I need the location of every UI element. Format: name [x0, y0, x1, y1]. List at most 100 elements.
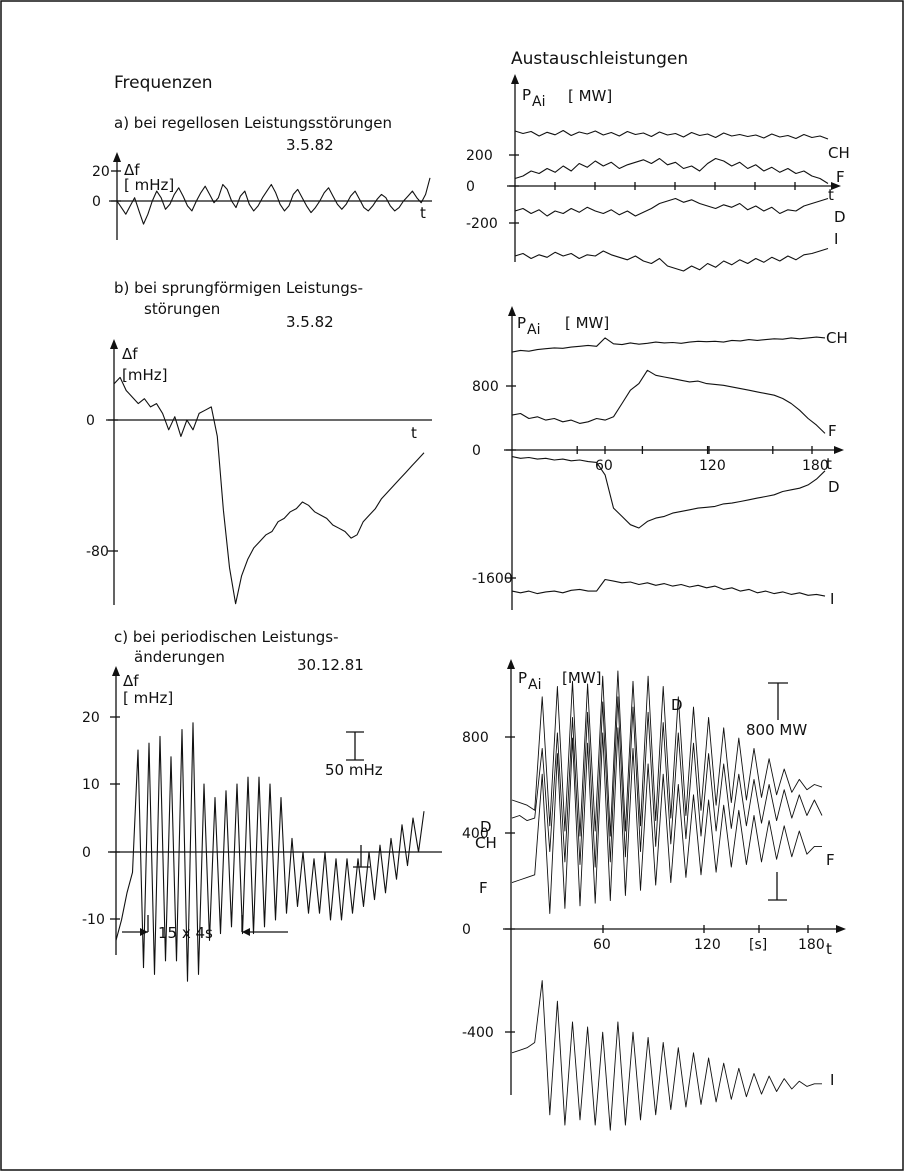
- y-axis-arrow: [511, 74, 519, 84]
- chart-c-frequency: Δf[ mHz] 20 10 0 -10: [82, 666, 442, 982]
- series-i-trace: [511, 578, 826, 597]
- section-c-label-line1: c) bei periodischen Leistungs-: [114, 628, 339, 646]
- y-axis-label: Δf: [124, 161, 140, 179]
- series-f-label: F: [836, 168, 845, 186]
- y-axis-arrow: [112, 666, 120, 676]
- series-d-trace: [511, 670, 823, 837]
- y-axis-arrow: [508, 306, 516, 316]
- x-axis-label: t: [826, 455, 832, 473]
- series-i-trace: [514, 247, 829, 272]
- y-axis-unit: [MW]: [562, 669, 601, 687]
- section-a-label: a) bei regellosen Leistungsstörungen: [114, 114, 392, 132]
- y-tick-label: -1600: [472, 571, 513, 587]
- series-f-label: F: [828, 422, 837, 440]
- x-tick-label: 180: [802, 458, 829, 474]
- y-axis-arrow: [113, 152, 121, 162]
- series-f-label: F: [826, 851, 835, 869]
- heading-exchange-power: Austauschleistungen: [511, 49, 688, 69]
- y-axis-unit: [ MW]: [565, 314, 609, 332]
- c-power-scale-label: 800 MW: [746, 721, 807, 739]
- frequency-trace: [113, 376, 425, 605]
- y-axis-arrow: [507, 659, 515, 669]
- section-b-date: 3.5.82: [286, 313, 334, 331]
- heading-frequencies: Frequenzen: [114, 73, 213, 93]
- x-tick-label: 60: [595, 458, 613, 474]
- series-ch-label: CH: [828, 144, 850, 162]
- c-freq-scale-marker: [346, 731, 364, 761]
- chart-a-frequency: Δf[ mHz] 20 0 t: [92, 152, 432, 240]
- y-tick-label: 10: [82, 777, 100, 793]
- y-axis-arrow: [110, 339, 118, 349]
- series-ch-label: CH: [475, 834, 497, 852]
- x-axis-label: t: [826, 940, 832, 958]
- series-f-start-label: F: [479, 879, 488, 897]
- y-tick-label: 0: [86, 413, 95, 429]
- series-d-label: D: [834, 208, 846, 226]
- x-tick-label: 120: [694, 937, 721, 953]
- y-axis-label-subscript: Ai: [532, 94, 545, 110]
- x-axis-label: t: [420, 204, 426, 222]
- series-i-label: I: [834, 230, 838, 248]
- y-tick-label: 0: [472, 443, 481, 459]
- series-f-trace: [511, 727, 822, 914]
- c-freq-scale-label: 50 mHz: [325, 761, 383, 779]
- x-axis-arrow: [831, 182, 841, 190]
- y-tick-label: -80: [86, 544, 109, 560]
- x-axis-label: t: [828, 186, 834, 204]
- c-power-scale-lower-marker: [768, 872, 787, 901]
- y-tick-label: -400: [462, 1025, 494, 1041]
- y-axis-label: Δf: [122, 345, 138, 363]
- section-b-label-line1: b) bei sprungförmigen Leistungs-: [114, 279, 363, 297]
- frequency-trace: [115, 722, 425, 982]
- section-c-label-line2: änderungen: [134, 648, 225, 666]
- x-axis-label: t: [411, 424, 417, 442]
- series-f-trace: [511, 369, 826, 434]
- y-tick-label: 0: [92, 194, 101, 210]
- chart-b-frequency: Δf [mHz] 0 -80 t: [86, 339, 432, 605]
- x-tick-label: 60: [593, 937, 611, 953]
- y-tick-label: 0: [462, 922, 471, 938]
- y-axis-label: P: [517, 314, 526, 332]
- y-axis-label: P: [518, 669, 527, 687]
- y-tick-label: 0: [466, 179, 475, 195]
- x-tick-label: 120: [699, 458, 726, 474]
- y-tick-label: 800: [472, 379, 499, 395]
- y-axis-unit: [ mHz]: [124, 176, 174, 194]
- c-freq-period-marker: [122, 915, 288, 936]
- series-d-start-label: D: [480, 818, 492, 836]
- c-freq-period-label: 15 x 4s: [158, 924, 213, 942]
- y-axis-label-subscript: Ai: [527, 322, 540, 338]
- y-tick-label: 20: [82, 710, 100, 726]
- y-axis-unit: [mHz]: [122, 366, 167, 384]
- y-tick-label: 200: [466, 148, 493, 164]
- series-ch-label: CH: [826, 329, 848, 347]
- y-axis-label: Δf: [123, 672, 139, 690]
- series-d-trace: [511, 456, 826, 529]
- y-tick-label: -10: [82, 912, 105, 928]
- series-i-label: I: [830, 1071, 834, 1089]
- series-ch-trace: [514, 129, 829, 140]
- series-f-trace: [514, 157, 829, 184]
- series-ch-trace: [511, 696, 823, 868]
- c-power-scale-marker: [768, 682, 788, 720]
- x-tick-label: 180: [798, 937, 825, 953]
- y-axis-label: P: [522, 86, 531, 104]
- y-tick-label: 20: [92, 164, 110, 180]
- section-a-date: 3.5.82: [286, 136, 334, 154]
- c-freq-lower-marker: [353, 845, 370, 868]
- y-axis-label-subscript: Ai: [528, 677, 541, 693]
- series-d-label: D: [828, 478, 840, 496]
- y-axis-unit: [ MW]: [568, 87, 612, 105]
- y-tick-label: 800: [462, 730, 489, 746]
- x-tick-label: [s]: [749, 937, 767, 953]
- section-b-label-line2: störungen: [144, 300, 220, 318]
- y-tick-label: 0: [82, 845, 91, 861]
- series-i-trace: [511, 980, 822, 1131]
- chart-a-exchange-power: P Ai [ MW] 200 0 -200 t CH F DI: [466, 74, 850, 272]
- x-axis-arrow: [836, 925, 846, 933]
- y-tick-label: 400: [462, 826, 489, 842]
